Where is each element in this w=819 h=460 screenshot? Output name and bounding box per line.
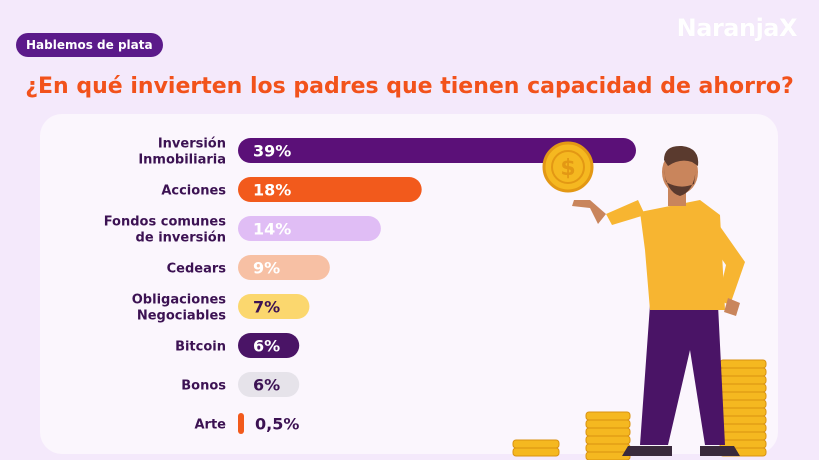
bar (238, 255, 330, 280)
category-label: Obligaciones Negociables (132, 293, 227, 324)
bar (238, 216, 381, 241)
bar (238, 294, 310, 319)
bar (238, 333, 300, 358)
bar (238, 372, 300, 397)
coin-stacks (512, 359, 767, 460)
value-label: 7% (253, 298, 280, 317)
category-tag: Hablemos de plata (16, 33, 163, 57)
value-label: 39% (253, 142, 291, 161)
value-label: 0,5% (255, 415, 299, 434)
bar (238, 138, 636, 163)
value-label: 6% (253, 376, 280, 395)
bar (238, 413, 244, 434)
brand-logo: NaranjaX (676, 14, 798, 42)
value-label: 18% (253, 181, 291, 200)
category-label: Bonos (181, 379, 226, 394)
category-label: Acciones (161, 184, 226, 199)
chart-title: ¿En qué invierten los padres que tienen … (25, 74, 794, 99)
value-label: 6% (253, 337, 280, 356)
svg-text:$: $ (560, 156, 575, 181)
category-label: Fondos comunes de inversión (104, 215, 227, 246)
category-label: Inversión Inmobiliaria (138, 137, 226, 168)
bar (238, 177, 422, 202)
value-label: 14% (253, 220, 291, 239)
category-label: Bitcoin (175, 340, 226, 355)
category-label: Arte (194, 418, 226, 433)
dollar-coin-icon: $ (542, 141, 594, 193)
category-label: Cedears (167, 262, 227, 277)
value-label: 9% (253, 259, 280, 278)
